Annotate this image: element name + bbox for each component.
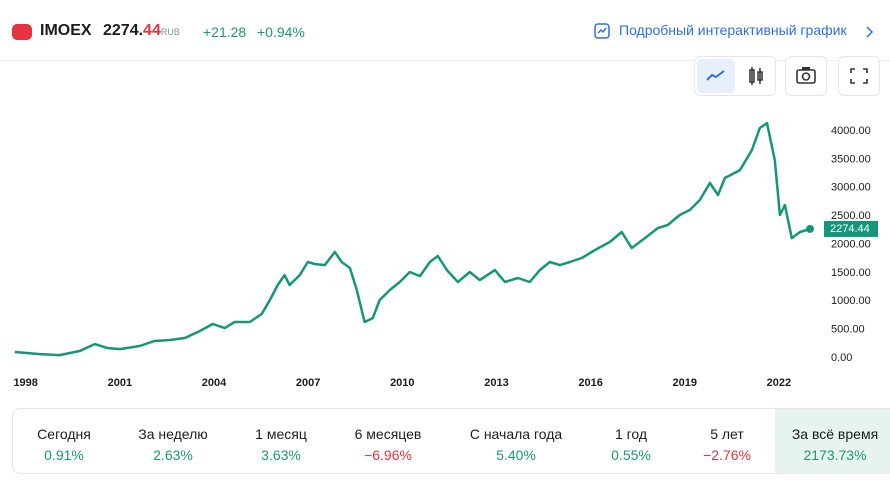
period-value: 0.55% <box>611 447 651 463</box>
x-tick-label: 2004 <box>202 377 227 389</box>
interactive-chart-link[interactable]: Подробный интерактивный график <box>619 22 847 38</box>
header: IMOEX 2274.44RUB +21.28 +0.94% Подробный… <box>0 0 890 61</box>
y-tick-label: 4000.00 <box>831 125 871 137</box>
period-label: Сегодня <box>37 426 91 442</box>
period-label: За всё время <box>791 426 879 442</box>
fullscreen-button[interactable] <box>838 56 880 96</box>
x-tick-label: 2013 <box>484 377 508 389</box>
chart-icon <box>594 23 610 39</box>
period-cell[interactable]: За неделю 2.63% <box>123 409 223 473</box>
currency: RUB <box>160 27 180 37</box>
y-tick-label: 0.00 <box>831 352 852 364</box>
x-tick-label: 2016 <box>578 377 602 389</box>
period-cell[interactable]: Сегодня 0.91% <box>14 409 114 473</box>
y-tick-label: 2000.00 <box>831 238 871 250</box>
price-frac: 44 <box>143 22 161 39</box>
period-cell[interactable]: 6 месяцев −6.96% <box>338 409 438 473</box>
period-cell[interactable]: С начала года 5.40% <box>466 409 566 473</box>
ticker: IMOEX <box>40 22 92 39</box>
last-point <box>805 224 814 233</box>
selected-period <box>775 409 890 473</box>
change-pct: +0.94% <box>257 24 305 40</box>
last-value-tag <box>824 220 878 237</box>
x-tick-label: 2001 <box>108 377 132 389</box>
price-main: 2274. <box>103 22 144 39</box>
period-label: 1 год <box>614 426 648 442</box>
last-value-label: 2274.44 <box>830 223 870 235</box>
x-tick-label: 2010 <box>390 377 414 389</box>
logo <box>12 24 32 40</box>
change-abs: +21.28 <box>203 24 247 40</box>
chart: 0.00 500.00 1000.00 1500.00 2000.00 2500.00 30… <box>13 121 878 389</box>
y-tick-label: 3000.00 <box>831 182 871 194</box>
x-tick-label: 1998 <box>13 377 37 389</box>
period-value: −2.76% <box>703 447 751 463</box>
price-line <box>14 121 811 357</box>
period-cell[interactable]: 1 месяц 3.63% <box>231 409 331 473</box>
y-tick-label: 1500.00 <box>831 267 871 279</box>
y-tick-label: 3500.00 <box>831 153 871 165</box>
period-returns: Сегодня 0.91% За неделю 2.63% 1 месяц 3.63% 6 … <box>12 408 890 474</box>
period-label: 5 лет <box>710 426 744 442</box>
period-value: 2.63% <box>153 447 193 463</box>
candle-mode-button[interactable] <box>739 59 773 93</box>
screenshot-button[interactable] <box>785 56 827 96</box>
period-value: −6.96% <box>364 447 412 463</box>
period-label: 1 месяц <box>255 426 307 442</box>
line-mode-button[interactable] <box>697 59 735 93</box>
period-cell[interactable]: За всё время 2173.73% <box>785 409 885 473</box>
period-cell[interactable]: 5 лет −2.76% <box>677 409 777 473</box>
x-tick-label: 2022 <box>767 377 791 389</box>
period-value: 0.91% <box>44 447 84 463</box>
period-value: 5.40% <box>496 447 536 463</box>
period-label: 6 месяцев <box>354 426 422 442</box>
x-tick-label: 2007 <box>296 377 320 389</box>
y-tick-label: 2500.00 <box>831 210 871 222</box>
chart-type-toggle <box>694 56 776 96</box>
chevron <box>866 26 874 38</box>
price: 2274.44RUB <box>103 22 180 40</box>
period-label: За неделю <box>138 426 208 442</box>
x-tick-label: 2019 <box>673 377 697 389</box>
period-label: С начала года <box>469 426 563 442</box>
period-value: 3.63% <box>261 447 301 463</box>
y-tick-label: 1000.00 <box>831 295 871 307</box>
period-cell[interactable]: 1 год 0.55% <box>581 409 681 473</box>
y-tick-label: 500.00 <box>831 324 865 336</box>
period-value: 2173.73% <box>803 447 867 463</box>
